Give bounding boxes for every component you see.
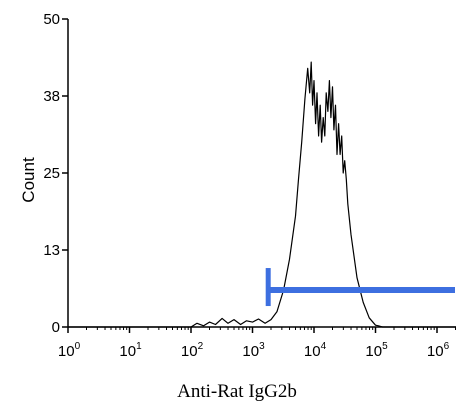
x-tick-label: 101 — [119, 341, 142, 360]
y-tick-label: 25 — [43, 165, 60, 182]
y-tick-label: 50 — [43, 11, 60, 28]
x-tick-label: 100 — [58, 341, 81, 360]
x-axis-label: Anti-Rat IgG2b — [177, 381, 297, 402]
x-tick-label: 104 — [304, 341, 327, 360]
ticks: 013253850100101102103104105106107 — [43, 11, 456, 360]
x-tick-label: 106 — [427, 341, 450, 360]
data-layer — [68, 61, 456, 328]
x-tick-label: 102 — [181, 341, 204, 360]
y-tick-label: 13 — [43, 242, 60, 259]
x-tick-label: 103 — [242, 341, 265, 360]
axes — [67, 19, 456, 328]
y-tick-label: 0 — [52, 319, 60, 336]
histogram-line — [68, 61, 456, 328]
y-tick-label: 38 — [43, 88, 60, 105]
y-axis-label: Count — [19, 157, 38, 203]
x-tick-label: 105 — [365, 341, 388, 360]
